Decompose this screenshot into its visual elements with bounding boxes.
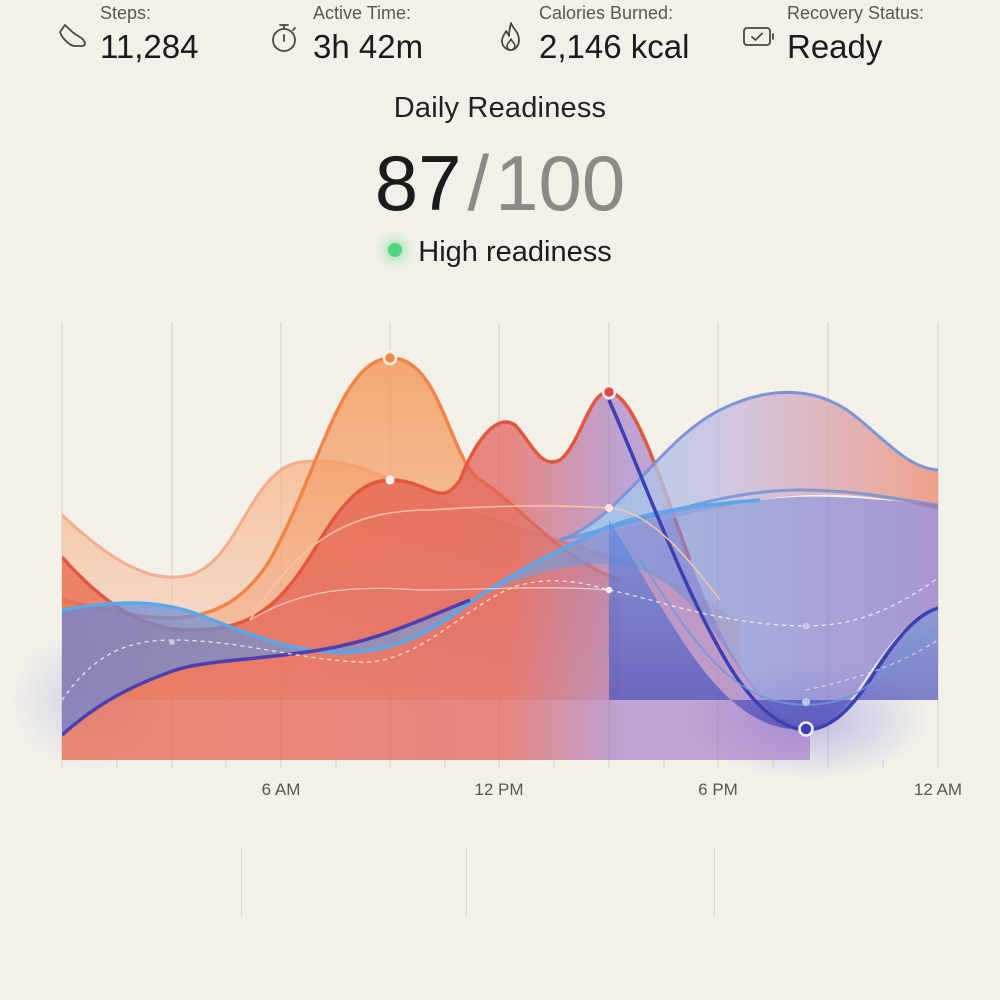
battery-check-icon: [743, 27, 774, 46]
page-title: Daily Readiness: [393, 92, 607, 124]
x-axis-label: 6 AM: [261, 780, 301, 799]
peak-marker-orange: [382, 350, 398, 366]
score-separator: /: [467, 139, 490, 227]
flame-icon: [501, 22, 520, 51]
series-indigo: [62, 496, 938, 735]
stat-divider: [466, 847, 467, 917]
x-axis-label: 12 PM: [474, 780, 524, 799]
stat-steps: Steps: 11,284: [56, 0, 236, 80]
x-axis-label: 6 PM: [698, 780, 738, 799]
status-dot-icon: [388, 243, 403, 257]
min-marker-indigo: [798, 721, 814, 737]
stat-active-time: Active Time: 3h 42m: [270, 0, 460, 80]
series-blue-right: [560, 392, 938, 540]
readiness-status: High readiness: [0, 236, 1000, 269]
stat-calories: Calories Burned: 2,146 kcal: [497, 0, 707, 80]
highlight-points: [169, 350, 814, 737]
stat-divider: [241, 847, 242, 917]
status-label: High readiness: [418, 236, 612, 268]
readiness-score: 87/100: [0, 138, 1000, 228]
stat-recovery: Recovery Status: Ready: [742, 0, 962, 80]
sneaker-icon: [59, 24, 86, 47]
score-max: 100: [495, 139, 626, 227]
stat-divider: [714, 847, 715, 917]
x-axis-label: 12 AM: [913, 780, 963, 799]
stopwatch-icon: [272, 24, 296, 52]
peak-marker-red: [601, 384, 617, 400]
score-value: 87: [374, 139, 462, 227]
